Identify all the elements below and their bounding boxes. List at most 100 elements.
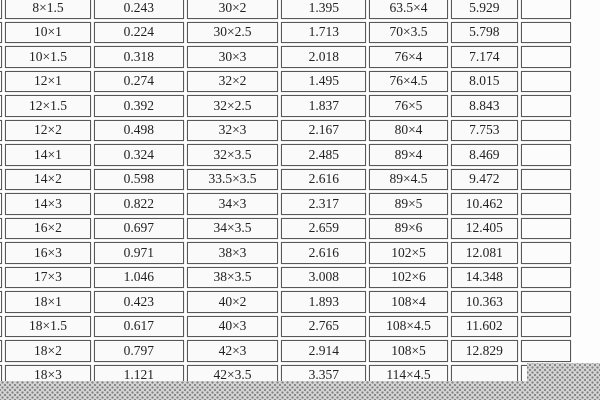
size-cell: 114×4.5 (369, 364, 448, 386)
left-edge-cell (0, 168, 3, 190)
table-row: 14×1 0.324 32×3.5 2.485 89×4 8.469 (0, 144, 571, 166)
weight-cell: 9.472 (450, 168, 518, 190)
left-edge-cell (0, 119, 3, 141)
weight-cell: 2.616 (281, 242, 367, 264)
weight-cell: 8.469 (450, 144, 518, 166)
table-row: 10×1 0.224 30×2.5 1.713 70×3.5 5.798 (0, 21, 571, 43)
left-edge-cell (0, 46, 3, 68)
size-cell: 38×3 (186, 242, 279, 264)
size-cell: 33.5×3.5 (186, 168, 279, 190)
left-edge-cell (0, 70, 3, 92)
weight-cell: 12.405 (450, 217, 518, 239)
right-edge-cell (520, 95, 571, 117)
size-cell: 76×4.5 (369, 70, 448, 92)
size-cell: 30×2 (186, 0, 279, 19)
table-row: 18×2 0.797 42×3 2.914 108×5 12.829 (0, 340, 571, 362)
size-cell: 38×3.5 (186, 266, 279, 288)
weight-cell: 7.753 (450, 119, 518, 141)
weight-cell: 1.893 (281, 291, 367, 313)
size-cell: 89×4 (369, 144, 448, 166)
size-cell: 102×5 (369, 242, 448, 264)
left-edge-cell (0, 0, 3, 19)
size-cell: 89×6 (369, 217, 448, 239)
weight-cell: 0.598 (93, 168, 184, 190)
left-edge-cell (0, 291, 3, 313)
size-cell: 76×4 (369, 46, 448, 68)
right-edge-cell (520, 0, 571, 19)
size-cell: 70×3.5 (369, 21, 448, 43)
size-cell: 40×3 (186, 315, 279, 337)
weight-cell: 12.081 (450, 242, 518, 264)
weight-cell: 1.713 (281, 21, 367, 43)
size-cell: 14×2 (5, 168, 91, 190)
left-edge-cell (0, 193, 3, 215)
size-cell: 80×4 (369, 119, 448, 141)
size-cell: 40×2 (186, 291, 279, 313)
weight-cell: 0.498 (93, 119, 184, 141)
weight-cell: 0.797 (93, 340, 184, 362)
weight-cell: 2.914 (281, 340, 367, 362)
weight-cell: 7.174 (450, 46, 518, 68)
weight-cell: 3.008 (281, 266, 367, 288)
table-row: 10×1.5 0.318 30×3 2.018 76×4 7.174 (0, 46, 571, 68)
halftone-bottom-strip (0, 381, 600, 400)
size-cell: 108×4.5 (369, 315, 448, 337)
right-edge-cell (520, 144, 571, 166)
weight-cell: 1.046 (93, 266, 184, 288)
table-row: 16×3 0.971 38×3 2.616 102×5 12.081 (0, 242, 571, 264)
halftone-corner-patch (527, 363, 600, 400)
size-cell: 108×5 (369, 340, 448, 362)
size-cell: 63.5×4 (369, 0, 448, 19)
table-row: 18×1 0.423 40×2 1.893 108×4 10.363 (0, 291, 571, 313)
size-cell: 34×3.5 (186, 217, 279, 239)
right-edge-cell (520, 21, 571, 43)
weight-cell: 2.765 (281, 315, 367, 337)
right-edge-cell (520, 315, 571, 337)
size-cell: 10×1 (5, 21, 91, 43)
weight-cell: 1.395 (281, 0, 367, 19)
left-edge-cell (0, 21, 3, 43)
weight-cell: 2.018 (281, 46, 367, 68)
right-edge-cell (520, 340, 571, 362)
size-cell: 32×2.5 (186, 95, 279, 117)
left-edge-cell (0, 266, 3, 288)
size-cell: 34×3 (186, 193, 279, 215)
weight-cell: 10.363 (450, 291, 518, 313)
size-cell: 32×3.5 (186, 144, 279, 166)
size-cell: 102×6 (369, 266, 448, 288)
size-cell: 12×1.5 (5, 95, 91, 117)
weight-cell: 1.837 (281, 95, 367, 117)
right-edge-cell (520, 119, 571, 141)
size-cell: 18×2 (5, 340, 91, 362)
size-cell: 32×3 (186, 119, 279, 141)
left-edge-cell (0, 144, 3, 166)
left-edge-cell (0, 340, 3, 362)
right-edge-cell (520, 291, 571, 313)
weight-cell: 12.829 (450, 340, 518, 362)
table-row: 17×3 1.046 38×3.5 3.008 102×6 14.348 (0, 266, 571, 288)
size-cell: 76×5 (369, 95, 448, 117)
weight-cell: 14.348 (450, 266, 518, 288)
size-cell: 30×3 (186, 46, 279, 68)
weight-cell: 5.929 (450, 0, 518, 19)
left-edge-cell (0, 315, 3, 337)
weight-cell: 0.324 (93, 144, 184, 166)
size-cell: 89×5 (369, 193, 448, 215)
size-cell: 14×3 (5, 193, 91, 215)
size-cell: 16×2 (5, 217, 91, 239)
left-edge-cell (0, 217, 3, 239)
right-edge-cell (520, 193, 571, 215)
weight-cell: 0.822 (93, 193, 184, 215)
weight-cell: 0.423 (93, 291, 184, 313)
weight-cell: 1.495 (281, 70, 367, 92)
weight-cell: 0.971 (93, 242, 184, 264)
weight-cell: 2.485 (281, 144, 367, 166)
table-row: 16×2 0.697 34×3.5 2.659 89×6 12.405 (0, 217, 571, 239)
size-cell: 14×1 (5, 144, 91, 166)
size-cell: 108×4 (369, 291, 448, 313)
table-row: 14×3 0.822 34×3 2.317 89×5 10.462 (0, 193, 571, 215)
size-cell: 8×1.5 (5, 0, 91, 19)
size-cell: 42×3 (186, 340, 279, 362)
weight-cell: 2.167 (281, 119, 367, 141)
